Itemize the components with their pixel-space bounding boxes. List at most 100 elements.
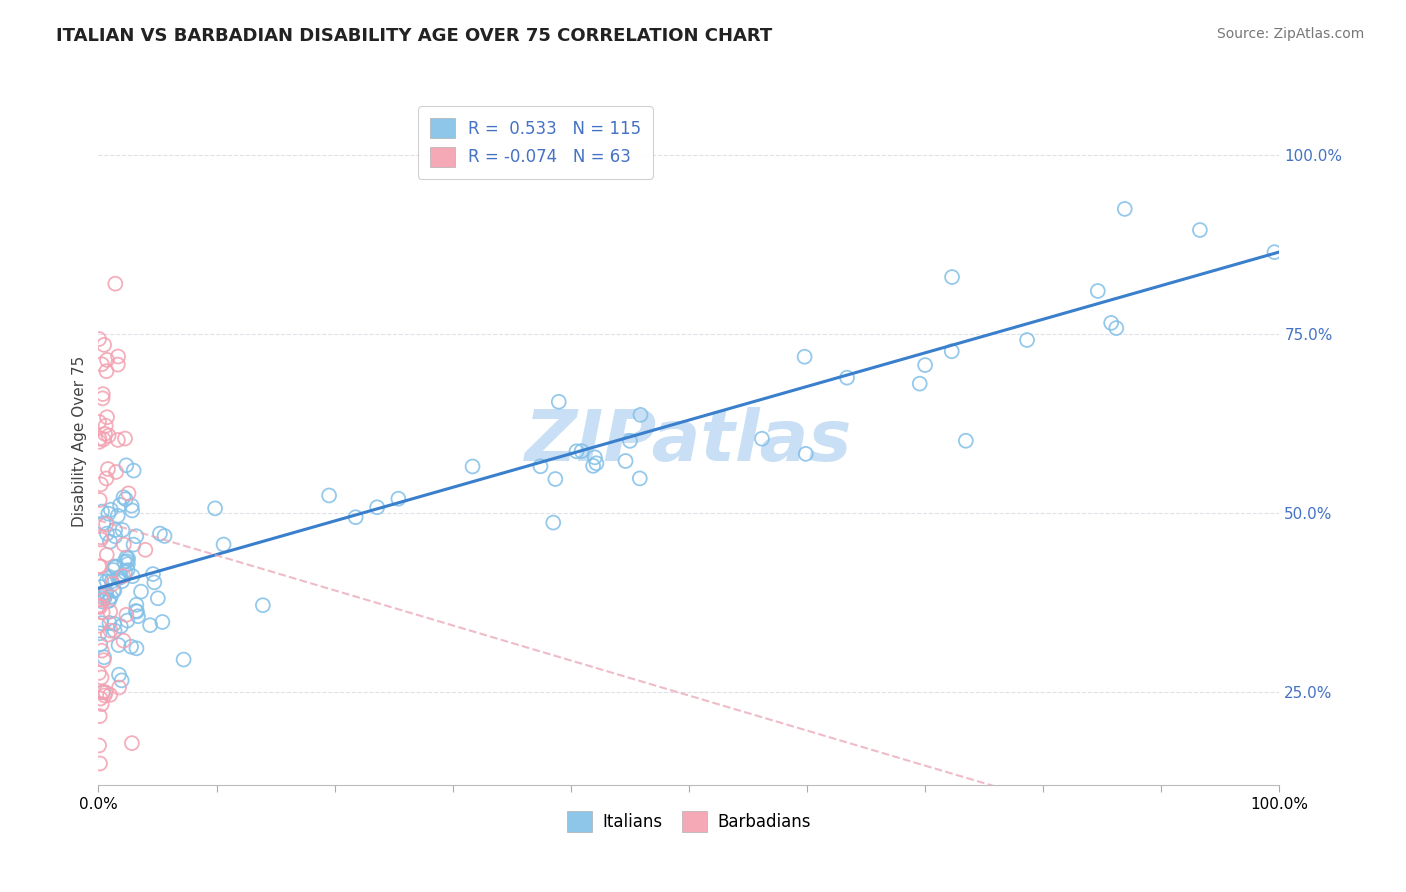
Point: [89, 432, 111, 446]
Point: [93, 433, 115, 447]
Point: [100, 624, 122, 638]
Point: [104, 529, 127, 543]
Point: [129, 584, 152, 599]
Point: [139, 618, 162, 632]
Point: [89, 691, 111, 706]
Point: [104, 277, 127, 291]
Point: [107, 350, 129, 364]
Point: [461, 459, 484, 474]
Point: [117, 554, 139, 568]
Point: [90, 574, 112, 589]
Point: [941, 344, 963, 359]
Point: [91, 387, 114, 401]
Point: [94, 585, 117, 599]
Point: [115, 607, 138, 622]
Point: [619, 434, 641, 448]
Point: [97, 507, 120, 521]
Point: [122, 464, 145, 478]
Point: [583, 450, 606, 465]
Point: [98, 593, 121, 607]
Point: [89, 756, 111, 771]
Point: [111, 523, 134, 537]
Point: [112, 490, 135, 504]
Point: [121, 499, 143, 513]
Point: [96, 548, 118, 562]
Point: [91, 605, 114, 619]
Point: [582, 458, 605, 473]
Point: [547, 394, 569, 409]
Point: [94, 426, 117, 441]
Point: [101, 563, 124, 577]
Point: [146, 591, 169, 606]
Point: [89, 626, 111, 640]
Point: [103, 583, 125, 598]
Point: [112, 569, 135, 583]
Point: [90, 670, 112, 684]
Point: [212, 537, 235, 551]
Point: [90, 616, 112, 631]
Point: [100, 574, 122, 589]
Point: [98, 688, 121, 702]
Point: [96, 526, 118, 541]
Point: [1263, 245, 1285, 260]
Point: [104, 523, 127, 537]
Point: [125, 598, 148, 612]
Point: [90, 533, 112, 547]
Point: [143, 575, 166, 590]
Point: [93, 653, 115, 667]
Point: [630, 408, 652, 422]
Point: [108, 498, 131, 512]
Point: [94, 685, 117, 699]
Point: [89, 637, 111, 651]
Point: [134, 542, 156, 557]
Point: [97, 462, 120, 476]
Point: [104, 559, 127, 574]
Point: [565, 444, 588, 458]
Point: [544, 472, 567, 486]
Point: [149, 526, 172, 541]
Point: [97, 428, 120, 442]
Point: [93, 650, 115, 665]
Point: [87, 415, 110, 429]
Point: [100, 502, 122, 516]
Point: [117, 486, 139, 500]
Point: [98, 534, 121, 549]
Point: [127, 609, 149, 624]
Point: [344, 510, 367, 524]
Text: Source: ZipAtlas.com: Source: ZipAtlas.com: [1216, 27, 1364, 41]
Point: [101, 577, 124, 591]
Point: [1099, 316, 1122, 330]
Point: [108, 571, 131, 585]
Point: [103, 616, 125, 631]
Point: [90, 357, 112, 371]
Point: [955, 434, 977, 448]
Point: [93, 338, 115, 352]
Point: [100, 590, 122, 604]
Point: [93, 591, 115, 606]
Point: [94, 589, 117, 603]
Point: [114, 492, 136, 507]
Point: [387, 491, 409, 506]
Point: [173, 652, 195, 666]
Point: [90, 530, 112, 544]
Point: [153, 529, 176, 543]
Point: [112, 633, 135, 648]
Point: [89, 709, 111, 723]
Y-axis label: Disability Age Over 75: Disability Age Over 75: [72, 356, 87, 527]
Point: [98, 570, 121, 584]
Point: [104, 624, 127, 638]
Point: [114, 555, 136, 569]
Point: [91, 593, 114, 607]
Point: [91, 505, 114, 519]
Point: [96, 364, 118, 378]
Point: [908, 376, 931, 391]
Point: [91, 685, 114, 699]
Point: [529, 459, 551, 474]
Point: [96, 410, 118, 425]
Point: [117, 551, 139, 566]
Point: [111, 673, 134, 688]
Point: [541, 516, 564, 530]
Point: [111, 574, 134, 589]
Point: [110, 569, 132, 583]
Point: [87, 559, 110, 574]
